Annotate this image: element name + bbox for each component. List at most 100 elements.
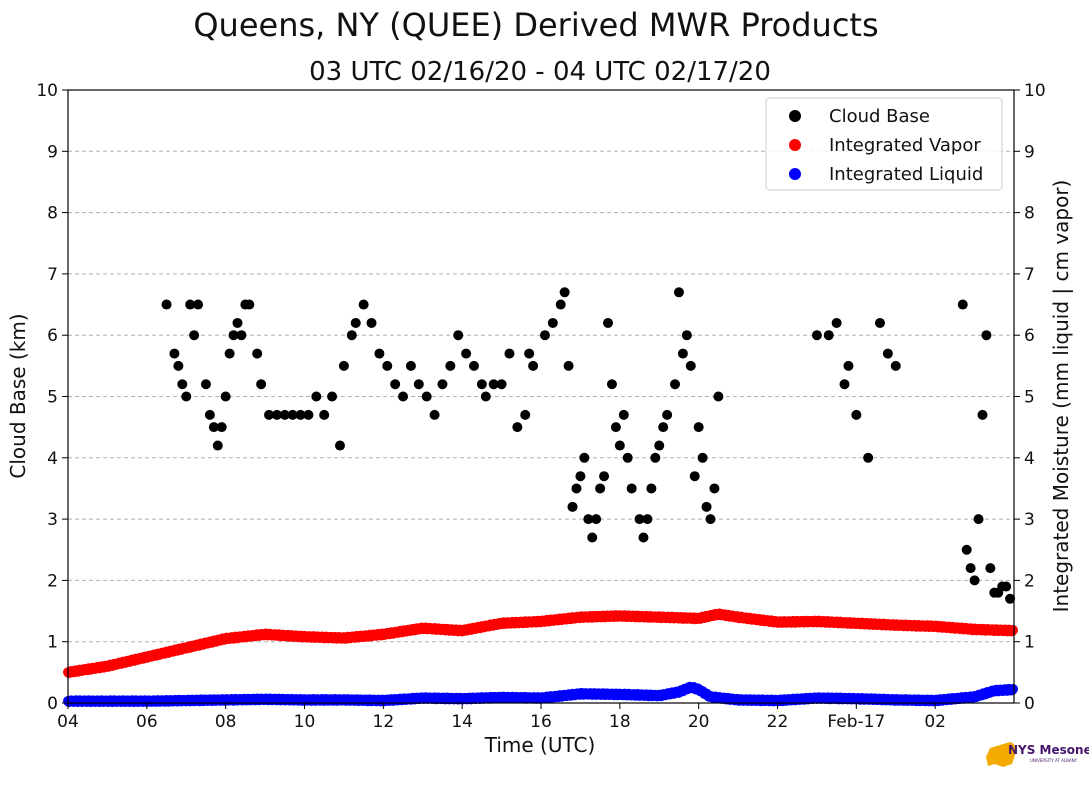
cloud-base-point: [681, 330, 692, 341]
cloud-base-point: [654, 440, 665, 451]
x-tick-label: 22: [767, 712, 789, 732]
cloud-base-point: [709, 483, 720, 494]
cloud-base-point: [374, 348, 385, 359]
cloud-base-point: [461, 348, 472, 359]
nys-mesonet-logo: NYS Mesonet UNIVERSITY AT ALBANY: [986, 742, 1089, 767]
cloud-base-point: [524, 348, 535, 359]
x-tick-label: 14: [451, 712, 473, 732]
cloud-base-point: [287, 409, 298, 420]
cloud-base-point: [232, 317, 243, 328]
x-tick-label: 08: [215, 712, 237, 732]
cloud-base-point: [705, 514, 716, 525]
cloud-base-point: [595, 483, 606, 494]
y-right-tick-label: 7: [1024, 265, 1035, 285]
cloud-base-point: [445, 360, 456, 371]
cloud-base-point: [504, 348, 515, 359]
cloud-base-point: [212, 440, 223, 451]
y-tick-label: 6: [47, 326, 58, 346]
cloud-base-point: [965, 563, 976, 574]
y-tick-label: 1: [47, 633, 58, 653]
cloud-base-point: [634, 514, 645, 525]
cloud-base-point: [890, 360, 901, 371]
nys-state-shape-icon: [986, 742, 1016, 767]
cloud-base-point: [204, 409, 215, 420]
cloud-base-point: [169, 348, 180, 359]
cloud-base-point: [559, 287, 570, 298]
legend-marker-integrated-vapor: [789, 139, 801, 151]
y-tick-label: 0: [47, 694, 58, 714]
cloud-base-point: [177, 379, 188, 390]
cloud-base-point: [303, 409, 314, 420]
y-right-tick-label: 8: [1024, 204, 1035, 224]
legend-marker-integrated-liquid: [789, 168, 801, 180]
x-tick-label: 06: [136, 712, 158, 732]
cloud-base-point: [398, 391, 409, 402]
cloud-base-point: [961, 544, 972, 555]
cloud-base-point: [528, 360, 539, 371]
cloud-base-point: [512, 422, 523, 433]
logo-text: NYS Mesonet: [1008, 743, 1089, 757]
cloud-base-point: [689, 471, 700, 482]
cloud-base-point: [591, 514, 602, 525]
cloud-base-point: [520, 409, 531, 420]
cloud-base-point: [882, 348, 893, 359]
cloud-base-point: [413, 379, 424, 390]
cloud-base-point: [575, 471, 586, 482]
cloud-base-point: [350, 317, 361, 328]
vapor-point: [1008, 625, 1019, 636]
cloud-base-point: [957, 299, 968, 310]
cloud-base-point: [622, 452, 633, 463]
y-right-tick-label: 6: [1024, 326, 1035, 346]
cloud-base-point: [295, 409, 306, 420]
cloud-base-point: [693, 422, 704, 433]
liquid-point: [1008, 683, 1019, 694]
cloud-base-point: [685, 360, 696, 371]
logo-subtext: UNIVERSITY AT ALBANY: [1030, 758, 1078, 763]
cloud-base-point: [220, 391, 231, 402]
cloud-base-point: [670, 379, 681, 390]
cloud-base-point: [338, 360, 349, 371]
cloud-base-point: [437, 379, 448, 390]
cloud-base-point: [228, 330, 239, 341]
cloud-base-point: [173, 360, 184, 371]
cloud-base-point: [382, 360, 393, 371]
cloud-base-point: [488, 379, 499, 390]
cloud-base-point: [563, 360, 574, 371]
cloud-base-point: [587, 532, 598, 543]
y-right-tick-label: 1: [1024, 633, 1035, 653]
grid-lines: [68, 150, 1014, 643]
y-tick-label: 4: [47, 449, 58, 469]
cloud-base-point: [642, 514, 653, 525]
cloud-base-point: [662, 409, 673, 420]
y-right-tick-label: 5: [1024, 388, 1035, 408]
cloud-base-point: [851, 409, 862, 420]
cloud-base-point: [626, 483, 637, 494]
cloud-base-point: [1001, 581, 1012, 592]
data-points: [63, 287, 1019, 708]
cloud-base-point: [677, 348, 688, 359]
y-right-tick-label: 10: [1024, 81, 1046, 101]
cloud-base-point: [480, 391, 491, 402]
legend-label-integrated-liquid: Integrated Liquid: [829, 164, 983, 185]
cloud-base-point: [823, 330, 834, 341]
cloud-base-point: [969, 575, 980, 586]
legend-marker-cloud-base: [789, 110, 801, 122]
cloud-base-point: [839, 379, 850, 390]
y-right-tick-label: 0: [1024, 694, 1035, 714]
cloud-base-point: [279, 409, 290, 420]
x-tick-label: 20: [688, 712, 710, 732]
x-tick-label: 16: [530, 712, 552, 732]
cloud-base-point: [311, 391, 322, 402]
x-tick-label: 02: [924, 712, 946, 732]
cloud-base-point: [1005, 593, 1016, 604]
cloud-base-point: [977, 409, 988, 420]
y-tick-label: 7: [47, 265, 58, 285]
y-right-tick-label: 3: [1024, 510, 1035, 530]
y-tick-label: 8: [47, 204, 58, 224]
legend-label-integrated-vapor: Integrated Vapor: [829, 135, 981, 156]
cloud-base-point: [650, 452, 661, 463]
cloud-base-point: [236, 330, 247, 341]
cloud-base-point: [264, 409, 275, 420]
cloud-base-point: [606, 379, 617, 390]
